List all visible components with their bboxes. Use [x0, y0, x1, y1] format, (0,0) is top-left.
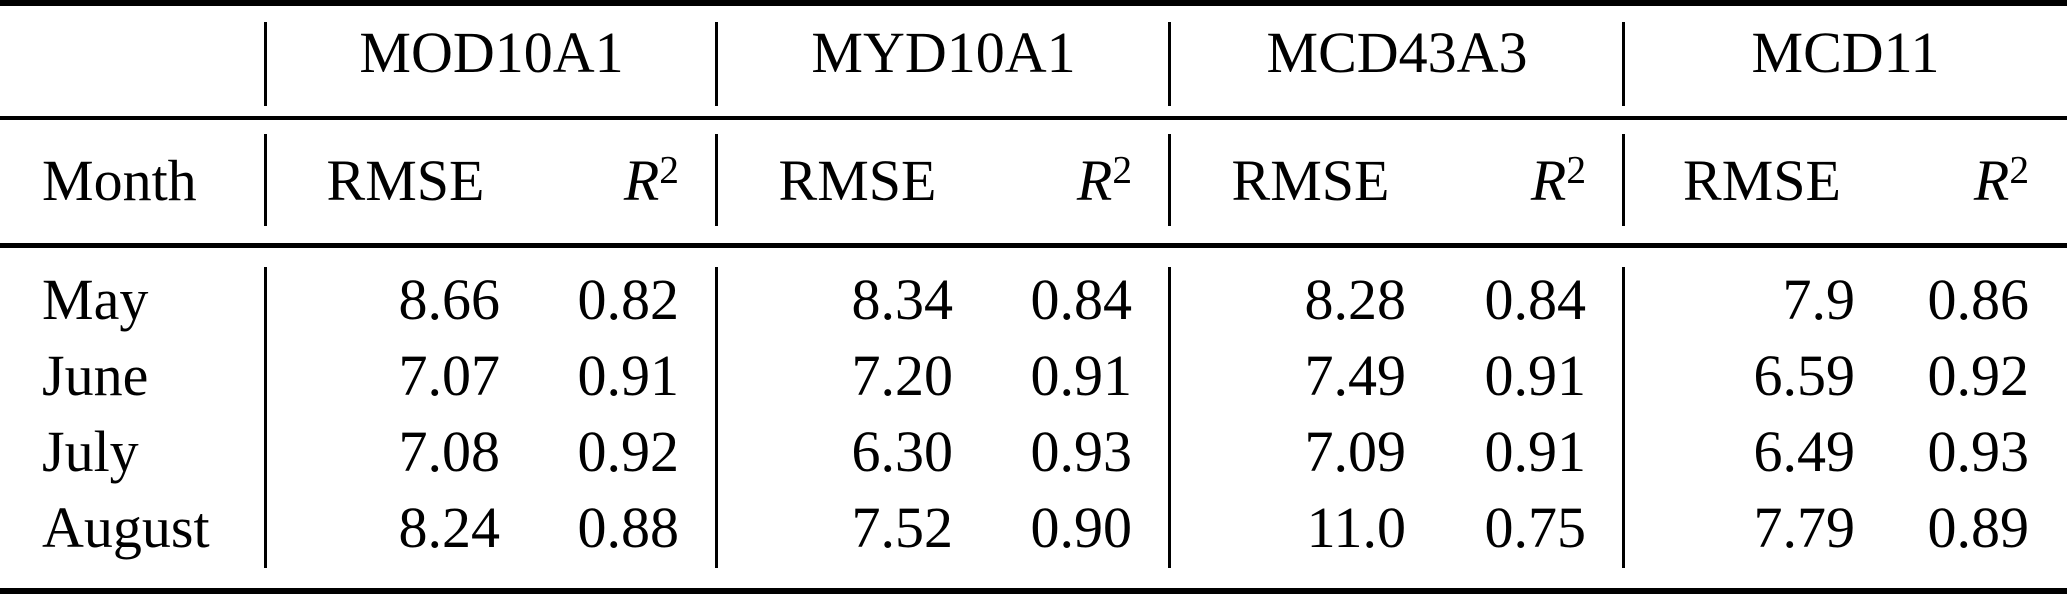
rmse-column-header: RMSE	[1231, 148, 1390, 214]
r2-value: 0.82	[577, 266, 680, 332]
rmse-column-header: RMSE	[1683, 148, 1841, 214]
rmse-value: 7.9	[1782, 266, 1856, 332]
r2-value: 0.92	[1927, 342, 2030, 408]
rmse-value: 7.52	[851, 494, 954, 560]
column-separator	[1622, 22, 1625, 106]
rmse-column-header: RMSE	[778, 148, 937, 214]
rmse-value: 6.30	[851, 418, 954, 484]
rmse-value: 6.59	[1753, 342, 1856, 408]
column-separator	[1622, 267, 1625, 568]
r2-value: 0.92	[577, 418, 680, 484]
bottom-rule	[0, 588, 2067, 594]
r2-value: 0.90	[1030, 494, 1133, 560]
rmse-value: 7.49	[1304, 342, 1407, 408]
rmse-value: 6.49	[1753, 418, 1856, 484]
group-header-spacer	[0, 6, 266, 116]
r2-value: 0.89	[1927, 494, 2030, 560]
row-label: June	[42, 342, 149, 408]
top-rule	[0, 0, 2067, 6]
column-separator	[1168, 134, 1171, 226]
r2-column-header: R2	[1076, 147, 1133, 214]
r2-value: 0.91	[1484, 342, 1587, 408]
rmse-value: 8.66	[398, 266, 501, 332]
rmse-value: 7.20	[851, 342, 954, 408]
results-table: MOD10A1 MYD10A1 MCD43A3 MCD11 Month RMSE…	[0, 6, 2067, 588]
group-header-myd10a1: MYD10A1	[811, 19, 1076, 85]
rmse-value: 8.24	[398, 494, 501, 560]
group-header-mcd43a3: MCD43A3	[1266, 19, 1528, 85]
r2-value: 0.93	[1927, 418, 2030, 484]
column-separator	[264, 22, 267, 106]
rmse-value: 7.79	[1753, 494, 1856, 560]
column-separator	[715, 134, 718, 226]
column-separator	[264, 134, 267, 226]
r2-column-header: R2	[623, 147, 680, 214]
column-separator	[1622, 134, 1625, 226]
rmse-value: 11.0	[1306, 494, 1407, 560]
column-separator	[264, 267, 267, 568]
rmse-value: 8.34	[851, 266, 954, 332]
group-header-mod10a1: MOD10A1	[359, 19, 624, 85]
group-header-mcd11: MCD11	[1751, 19, 1940, 85]
table-row-may: May 8.66 0.82 8.34 0.84 8.28 0.84 7.9 0.…	[0, 243, 2067, 338]
table-row-august: August 8.24 0.88 7.52 0.90 11.0 0.75 7.7…	[0, 490, 2067, 588]
row-label: July	[42, 418, 139, 484]
r2-value: 0.91	[577, 342, 680, 408]
r2-value: 0.75	[1484, 494, 1587, 560]
column-separator	[1168, 267, 1171, 568]
r2-column-header: R2	[1973, 147, 2030, 214]
r2-value: 0.93	[1030, 418, 1133, 484]
column-separator	[715, 267, 718, 568]
r2-value: 0.91	[1484, 418, 1587, 484]
rmse-value: 8.28	[1304, 266, 1407, 332]
mid-rule-below-column-headers	[0, 243, 2067, 248]
rmse-value: 7.09	[1304, 418, 1407, 484]
table-row-july: July 7.08 0.92 6.30 0.93 7.09 0.91 6.49 …	[0, 414, 2067, 490]
row-label: August	[42, 494, 210, 560]
column-separator	[1168, 22, 1171, 106]
r2-value: 0.84	[1484, 266, 1587, 332]
r2-value: 0.91	[1030, 342, 1133, 408]
row-label: May	[42, 266, 149, 332]
r2-value: 0.88	[577, 494, 680, 560]
month-column-header: Month	[42, 148, 197, 214]
rmse-column-header: RMSE	[326, 148, 485, 214]
column-separator	[715, 22, 718, 106]
r2-value: 0.84	[1030, 266, 1133, 332]
mid-rule-below-group-headers	[0, 116, 2067, 120]
rmse-value: 7.07	[398, 342, 501, 408]
r2-column-header: R2	[1530, 147, 1587, 214]
rmse-value: 7.08	[398, 418, 501, 484]
r2-value: 0.86	[1927, 266, 2030, 332]
table-row-june: June 7.07 0.91 7.20 0.91 7.49 0.91 6.59 …	[0, 338, 2067, 414]
group-header-row: MOD10A1 MYD10A1 MCD43A3 MCD11	[0, 6, 2067, 116]
column-header-row: Month RMSE R2 RMSE R2 RMSE R2 RMSE R2	[0, 116, 2067, 243]
